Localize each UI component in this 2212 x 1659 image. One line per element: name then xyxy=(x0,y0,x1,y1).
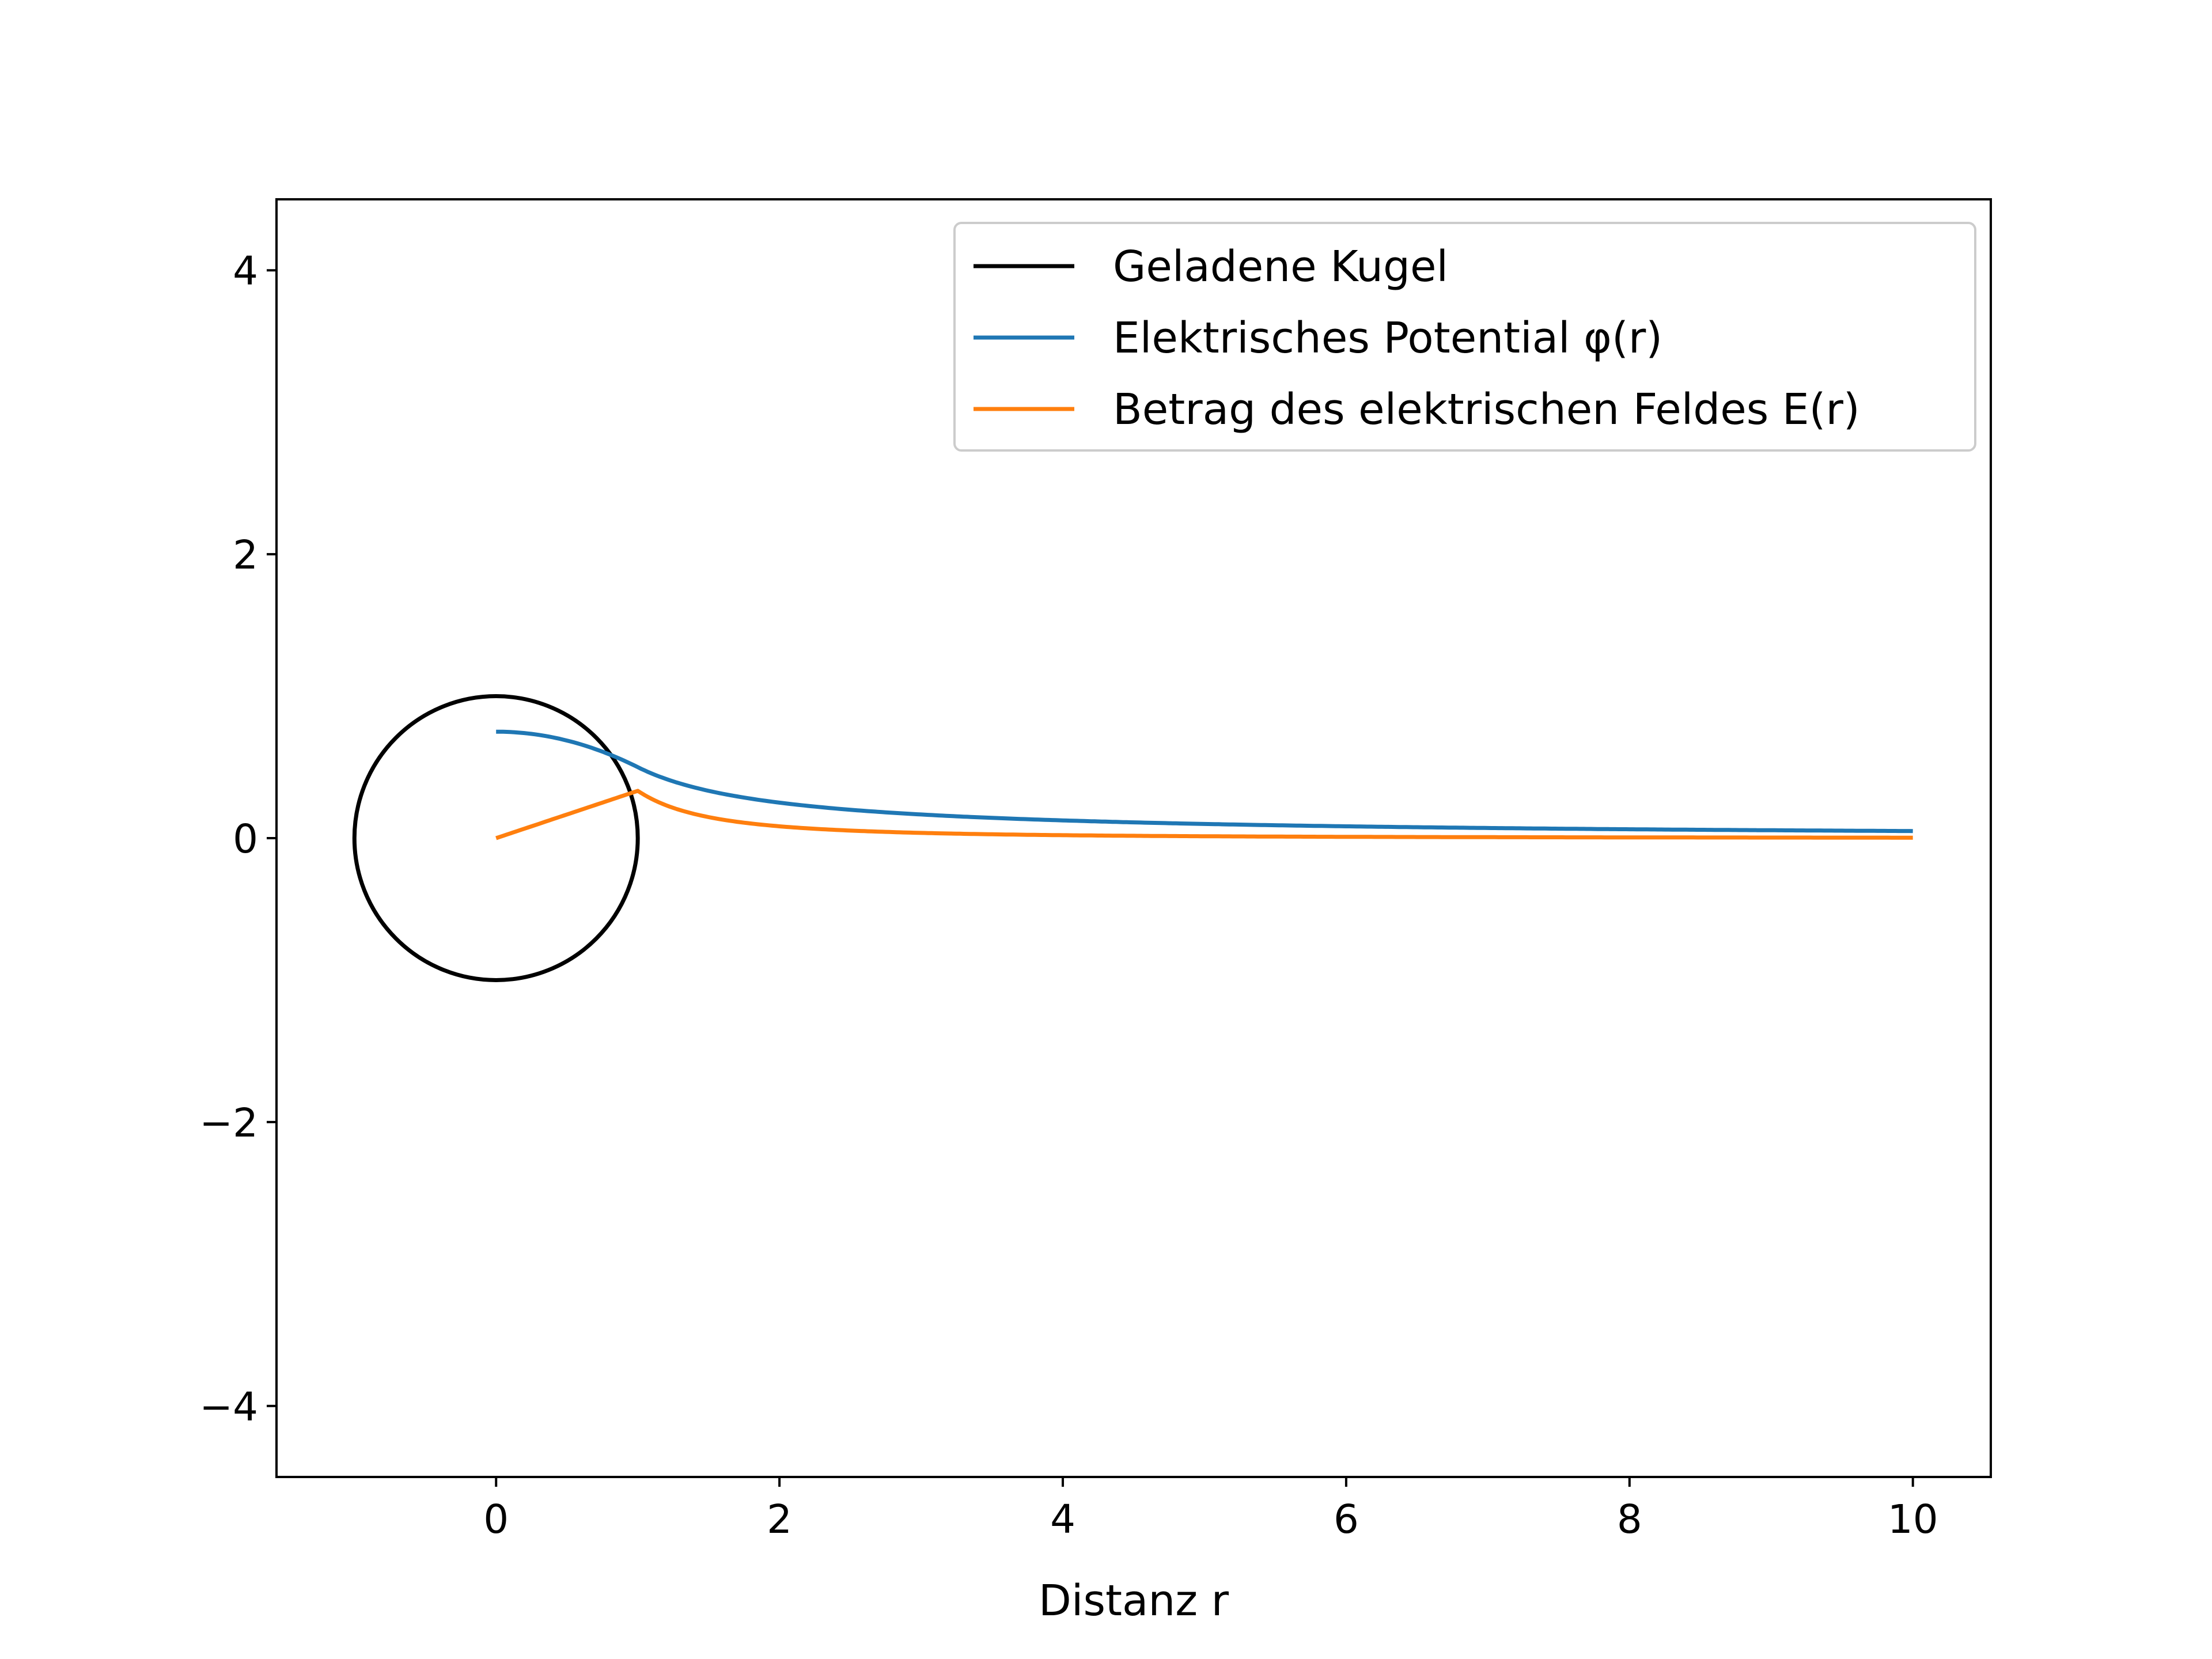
x-tick-label: 8 xyxy=(1617,1497,1642,1543)
y-tick-label: 2 xyxy=(233,532,258,578)
y-tick-label: 0 xyxy=(233,816,258,862)
x-tick-label: 10 xyxy=(1888,1497,1938,1543)
x-tick-label: 0 xyxy=(483,1497,509,1543)
x-tick-label: 6 xyxy=(1334,1497,1359,1543)
x-tick-label: 2 xyxy=(767,1497,792,1543)
y-tick-label: −2 xyxy=(199,1100,258,1146)
ticks-layer: 0 2 4 6 8 10 −4 −2 0 2 4 xyxy=(199,248,1938,1543)
plot-layer xyxy=(352,694,1913,982)
legend-item-charged-sphere-label: Geladene Kugel xyxy=(1113,242,1448,291)
x-axis-label: Distanz r xyxy=(1039,1576,1229,1626)
x-tick-label: 4 xyxy=(1050,1497,1075,1543)
series-charged-sphere xyxy=(352,694,640,982)
series-potential-line xyxy=(496,729,1913,834)
y-tick-label: 4 xyxy=(233,248,258,294)
legend: Geladene Kugel Elektrisches Potential φ(r… xyxy=(953,222,1976,452)
legend-item-field-label: Betrag des elektrischen Feldes E(r) xyxy=(1113,385,1860,434)
legend-box xyxy=(953,222,1976,452)
series-field-line xyxy=(495,789,1913,840)
legend-item-potential-label: Elektrisches Potential φ(r) xyxy=(1113,313,1662,363)
y-tick-label: −4 xyxy=(199,1384,258,1430)
